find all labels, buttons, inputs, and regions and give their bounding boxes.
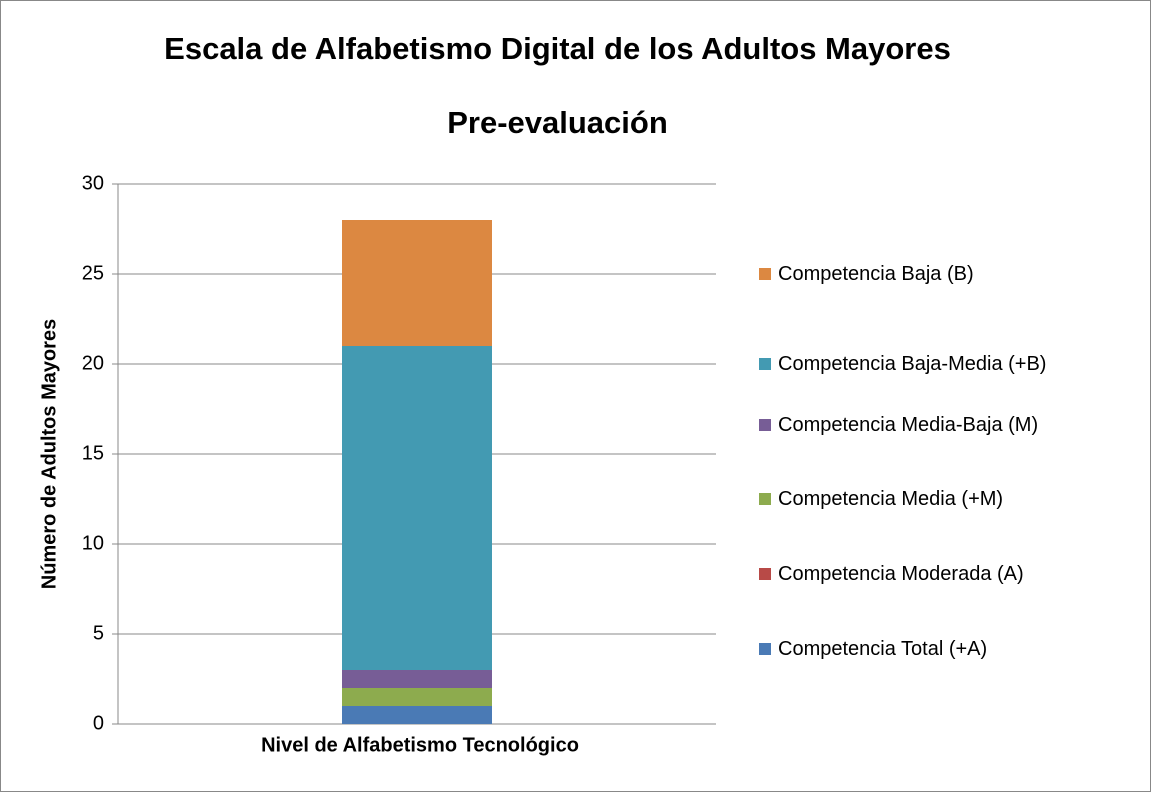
y-tick-label: 0 (93, 712, 104, 734)
legend-label: Competencia Baja-Media (+B) (778, 353, 1047, 375)
legend-label: Competencia Baja (B) (778, 263, 974, 285)
chart-title: Escala de Alfabetismo Digital de los Adu… (164, 31, 951, 66)
x-axis-label: Nivel de Alfabetismo Tecnológico (261, 734, 579, 756)
bar-segment (342, 706, 492, 724)
legend-swatch (759, 419, 771, 431)
y-tick-label: 30 (82, 172, 104, 194)
y-tick-label: 10 (82, 532, 104, 554)
y-axis-label: Número de Adultos Mayores (38, 319, 60, 589)
chart-subtitle: Pre-evaluación (447, 105, 668, 140)
bar-segment (342, 688, 492, 706)
y-tick-label: 5 (93, 622, 104, 644)
legend-swatch (759, 568, 771, 580)
legend-label: Competencia Media-Baja (M) (778, 414, 1039, 436)
bar-segment (342, 220, 492, 346)
legend-label: Competencia Media (+M) (778, 488, 1004, 510)
y-tick-label: 20 (82, 352, 104, 374)
y-tick-label: 15 (82, 442, 104, 464)
legend-swatch (759, 358, 771, 370)
legend-swatch (759, 268, 771, 280)
legend-swatch (759, 493, 771, 505)
legend-swatch (759, 643, 771, 655)
bar-segment (342, 346, 492, 670)
bar-segment (342, 670, 492, 688)
legend-label: Competencia Total (+A) (778, 638, 988, 660)
legend-label: Competencia Moderada (A) (778, 563, 1024, 585)
y-tick-label: 25 (82, 262, 104, 284)
